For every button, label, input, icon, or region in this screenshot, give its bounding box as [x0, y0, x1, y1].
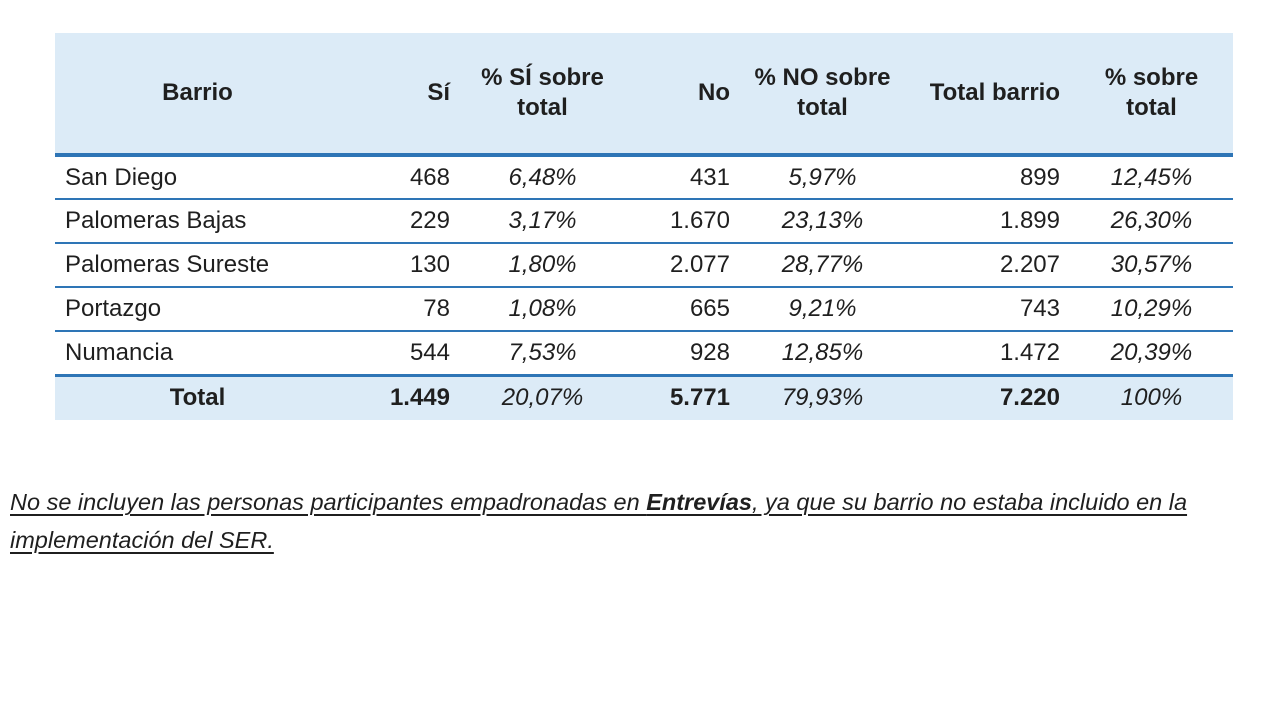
cell-pct-si: 6,48% — [460, 155, 625, 200]
cell-pct-total: 26,30% — [1070, 199, 1233, 244]
footnote-bold-entrevias: Entrevías — [646, 489, 752, 515]
cell-pct-no: 12,85% — [740, 331, 905, 377]
cell-pct-no: 28,77% — [740, 243, 905, 288]
column-header-barrio: Barrio — [55, 33, 340, 157]
cell-pct-si: 7,53% — [460, 331, 625, 377]
cell-pct-total: 10,29% — [1070, 287, 1233, 332]
cell-si: 130 — [340, 243, 460, 288]
cell-pct-total: 30,57% — [1070, 243, 1233, 288]
table-header-row: Barrio Sí % SÍ sobre total No % NO sobre… — [55, 33, 1233, 157]
cell-si: 468 — [340, 155, 460, 200]
cell-pct-total: 12,45% — [1070, 155, 1233, 200]
table-row: Numancia 544 7,53% 928 12,85% 1.472 20,3… — [55, 331, 1233, 377]
barrio-participation-table: Barrio Sí % SÍ sobre total No % NO sobre… — [55, 33, 1233, 420]
cell-no: 928 — [625, 331, 740, 377]
cell-pct-total: 20,39% — [1070, 331, 1233, 377]
cell-total-no: 5.771 — [625, 375, 740, 420]
cell-total-barrio: 2.207 — [905, 243, 1070, 288]
cell-total-label: Total — [55, 375, 340, 420]
cell-total-total-barrio: 7.220 — [905, 375, 1070, 420]
cell-total-pct-no: 79,93% — [740, 375, 905, 420]
cell-pct-no: 23,13% — [740, 199, 905, 244]
column-header-total-barrio: Total barrio — [905, 33, 1070, 157]
footnote-text-part2: , ya que su barrio no estaba incluido en… — [752, 489, 1188, 515]
cell-pct-si: 1,80% — [460, 243, 625, 288]
cell-pct-si: 3,17% — [460, 199, 625, 244]
footnote-text-part1: No se incluyen las personas participante… — [10, 489, 647, 515]
cell-total-barrio: 899 — [905, 155, 1070, 200]
column-header-no: No — [625, 33, 740, 157]
table-row: Palomeras Bajas 229 3,17% 1.670 23,13% 1… — [55, 199, 1233, 244]
table-row: San Diego 468 6,48% 431 5,97% 899 12,45% — [55, 155, 1233, 200]
column-header-pct-no: % NO sobre total — [740, 33, 905, 157]
table-row: Palomeras Sureste 130 1,80% 2.077 28,77%… — [55, 243, 1233, 288]
cell-pct-si: 1,08% — [460, 287, 625, 332]
column-header-pct-si: % SÍ sobre total — [460, 33, 625, 157]
cell-si: 78 — [340, 287, 460, 332]
cell-barrio: Palomeras Bajas — [55, 199, 340, 244]
table-total-row: Total 1.449 20,07% 5.771 79,93% 7.220 10… — [55, 375, 1233, 420]
cell-barrio: Numancia — [55, 331, 340, 377]
footnote: No se incluyen las personas participante… — [10, 484, 1265, 559]
cell-total-pct-si: 20,07% — [460, 375, 625, 420]
cell-no: 1.670 — [625, 199, 740, 244]
cell-total-barrio: 743 — [905, 287, 1070, 332]
column-header-pct-total: % sobre total — [1070, 33, 1233, 157]
cell-pct-no: 9,21% — [740, 287, 905, 332]
cell-total-pct-total: 100% — [1070, 375, 1233, 420]
cell-barrio: Palomeras Sureste — [55, 243, 340, 288]
cell-si: 229 — [340, 199, 460, 244]
table-row: Portazgo 78 1,08% 665 9,21% 743 10,29% — [55, 287, 1233, 332]
cell-si: 544 — [340, 331, 460, 377]
cell-no: 2.077 — [625, 243, 740, 288]
column-header-si: Sí — [340, 33, 460, 157]
footnote-text-line2: implementación del SER. — [10, 526, 274, 553]
cell-total-barrio: 1.472 — [905, 331, 1070, 377]
cell-no: 665 — [625, 287, 740, 332]
cell-no: 431 — [625, 155, 740, 200]
cell-total-si: 1.449 — [340, 375, 460, 420]
cell-total-barrio: 1.899 — [905, 199, 1070, 244]
cell-barrio: San Diego — [55, 155, 340, 200]
cell-pct-no: 5,97% — [740, 155, 905, 200]
cell-barrio: Portazgo — [55, 287, 340, 332]
